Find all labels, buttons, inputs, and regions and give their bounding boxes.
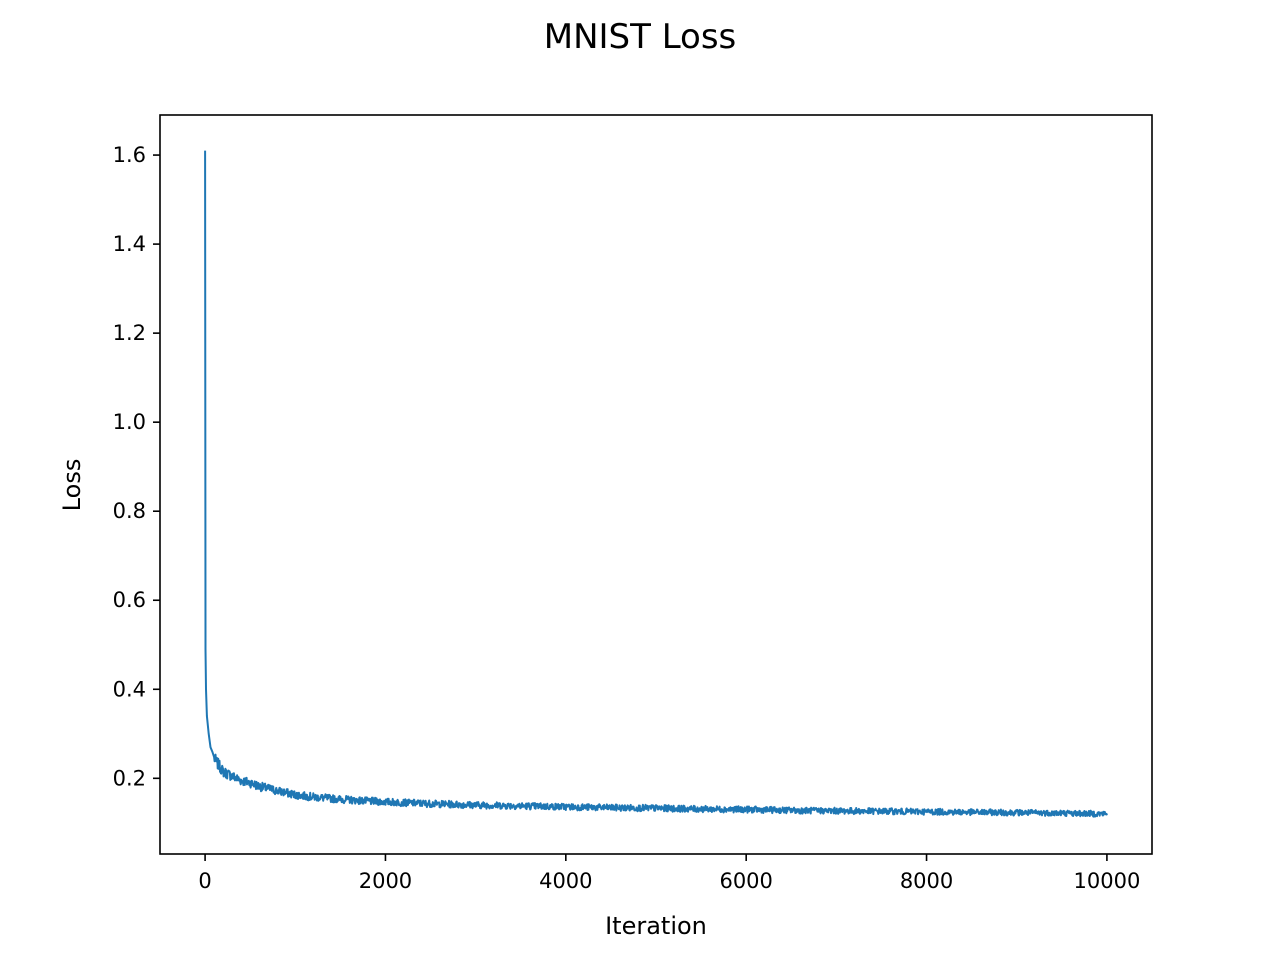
x-axis-label: Iteration bbox=[605, 912, 707, 940]
x-tick-label: 2000 bbox=[359, 869, 412, 893]
y-tick-label: 0.2 bbox=[113, 766, 146, 790]
axes-frame bbox=[159, 114, 1153, 855]
y-axis: 0.2 0.4 0.6 0.8 1.0 1.2 1.4 1.6 bbox=[113, 143, 160, 790]
x-tick-label: 0 bbox=[198, 869, 211, 893]
x-tick-label: 8000 bbox=[900, 869, 953, 893]
y-axis-label: Loss bbox=[58, 459, 86, 512]
y-tick-label: 1.0 bbox=[113, 410, 146, 434]
y-tick-label: 0.6 bbox=[113, 588, 146, 612]
x-tick-label: 10000 bbox=[1074, 869, 1141, 893]
chart-title: MNIST Loss bbox=[544, 17, 737, 57]
x-axis: 0 2000 4000 6000 8000 10000 bbox=[198, 854, 1140, 893]
y-tick-label: 1.2 bbox=[113, 321, 146, 345]
y-tick-label: 1.4 bbox=[113, 232, 146, 256]
y-tick-label: 0.4 bbox=[113, 677, 146, 701]
loss-series-line bbox=[204, 150, 1108, 818]
x-tick-label: 4000 bbox=[539, 869, 592, 893]
y-tick-label: 0.8 bbox=[113, 499, 146, 523]
plot-area bbox=[204, 150, 1108, 818]
x-tick-label: 6000 bbox=[719, 869, 772, 893]
y-tick-label: 1.6 bbox=[113, 143, 146, 167]
